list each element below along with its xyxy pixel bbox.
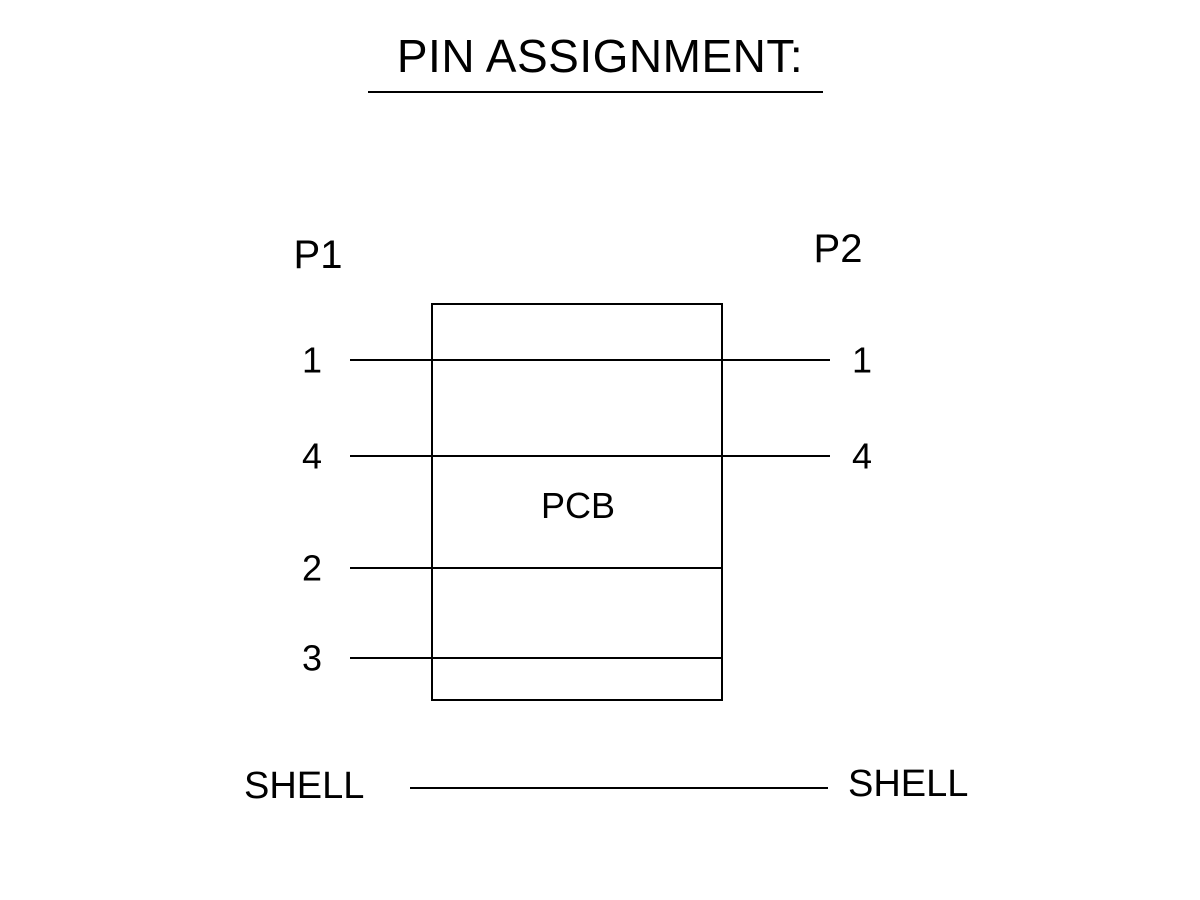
shell-right-label: SHELL [848, 763, 968, 805]
pin-right-label: 1 [852, 340, 872, 381]
canvas-bg [0, 0, 1200, 900]
header-p1: P1 [294, 233, 343, 277]
pin-left-label: 1 [302, 340, 322, 381]
diagram-title: PIN ASSIGNMENT: [397, 30, 803, 82]
shell-left-label: SHELL [244, 765, 364, 807]
header-p2: P2 [814, 227, 863, 271]
pin-left-label: 4 [302, 436, 322, 477]
pcb-label: PCB [541, 485, 615, 526]
pin-right-label: 4 [852, 436, 872, 477]
pin-left-label: 2 [302, 548, 322, 589]
pin-left-label: 3 [302, 638, 322, 679]
